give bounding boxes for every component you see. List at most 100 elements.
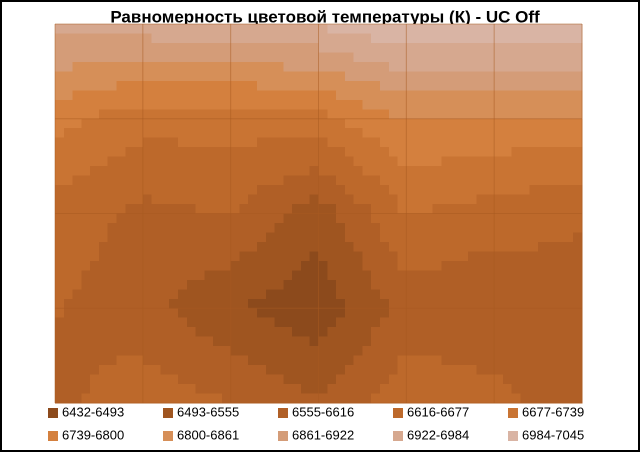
contour-cell [151, 384, 161, 394]
contour-cell [116, 42, 126, 53]
contour-cell [327, 279, 337, 290]
contour-cell [116, 33, 126, 44]
contour-cell [511, 374, 521, 385]
contour-cell [432, 71, 442, 82]
contour-cell [265, 156, 275, 167]
contour-cell [116, 232, 126, 243]
contour-cell [546, 374, 557, 385]
contour-cell [555, 61, 565, 72]
contour-cell [239, 365, 249, 375]
contour-cell [283, 289, 293, 300]
contour-cell [160, 327, 170, 338]
contour-cell [98, 327, 109, 338]
contour-cell [125, 118, 135, 129]
contour-cell [125, 298, 135, 309]
contour-cell [406, 317, 416, 328]
contour-cell [415, 384, 425, 394]
contour-cell [485, 232, 495, 243]
contour-cell [573, 346, 583, 357]
contour-cell [318, 52, 328, 63]
contour-cell [564, 90, 574, 101]
contour-cell [529, 317, 539, 328]
contour-cell [538, 137, 548, 148]
contour-cell [511, 317, 521, 328]
contour-cell [529, 222, 539, 233]
contour-cell [72, 251, 82, 262]
contour-cell [98, 317, 109, 328]
contour-cell [485, 346, 495, 357]
contour-cell [564, 384, 574, 394]
plot-area [54, 23, 583, 404]
contour-cell [502, 270, 513, 281]
contour-cell [397, 365, 407, 375]
contour-cell [142, 270, 153, 281]
contour-cell [502, 185, 513, 195]
contour-cell [72, 374, 82, 385]
contour-cell [459, 61, 469, 72]
contour-cell [98, 204, 109, 214]
contour-cell [476, 52, 486, 63]
contour-cell [98, 109, 109, 120]
contour-cell [494, 346, 504, 357]
contour-cell [362, 99, 372, 110]
contour-cell [283, 260, 293, 271]
contour-cell [406, 147, 416, 158]
contour-cell [371, 194, 381, 205]
contour-cell [371, 327, 381, 338]
contour-cell [344, 61, 355, 72]
contour-cell [327, 270, 337, 281]
contour-cell [274, 42, 284, 53]
contour-cell [573, 118, 583, 129]
contour-cell [459, 327, 469, 338]
contour-cell [529, 99, 539, 110]
contour-cell [213, 90, 223, 101]
contour-cell [494, 298, 504, 309]
contour-cell [511, 71, 521, 82]
contour-cell [72, 213, 82, 224]
contour-cell [397, 204, 407, 214]
contour-cell [397, 232, 407, 243]
contour-cell [257, 99, 267, 110]
contour-cell [450, 317, 460, 328]
contour-cell [274, 393, 284, 404]
contour-cell [265, 175, 275, 186]
contour-cell [283, 33, 293, 44]
contour-cell [511, 147, 521, 158]
contour-cell [213, 241, 223, 252]
contour-cell [529, 336, 539, 347]
contour-cell [134, 336, 144, 347]
contour-cell [397, 279, 407, 290]
contour-cell [423, 185, 434, 195]
contour-cell [327, 99, 337, 110]
contour-cell [160, 24, 170, 34]
contour-cell [300, 109, 311, 120]
contour-cell [90, 251, 100, 262]
contour-cell [423, 204, 434, 214]
contour-cell [116, 327, 126, 338]
contour-cell [204, 289, 214, 300]
contour-cell [107, 260, 117, 271]
contour-cell [221, 384, 232, 394]
contour-cell [494, 289, 504, 300]
contour-cell [546, 289, 557, 300]
contour-cell [63, 175, 73, 186]
contour-cell [546, 33, 557, 44]
contour-cell [546, 222, 557, 233]
contour-cell [55, 204, 65, 214]
contour-cell [151, 308, 161, 319]
contour-cell [511, 308, 521, 319]
contour-cell [353, 52, 363, 63]
contour-cell [379, 185, 390, 195]
contour-cell [213, 42, 223, 53]
contour-cell [151, 99, 161, 110]
contour-cell [485, 308, 495, 319]
contour-cell [529, 137, 539, 148]
contour-cell [555, 137, 565, 148]
contour-cell [98, 308, 109, 319]
contour-cell [397, 71, 407, 82]
contour-cell [344, 33, 355, 44]
contour-cell [221, 156, 232, 167]
contour-cell [538, 308, 548, 319]
contour-cell [546, 346, 557, 357]
contour-cell [459, 52, 469, 63]
